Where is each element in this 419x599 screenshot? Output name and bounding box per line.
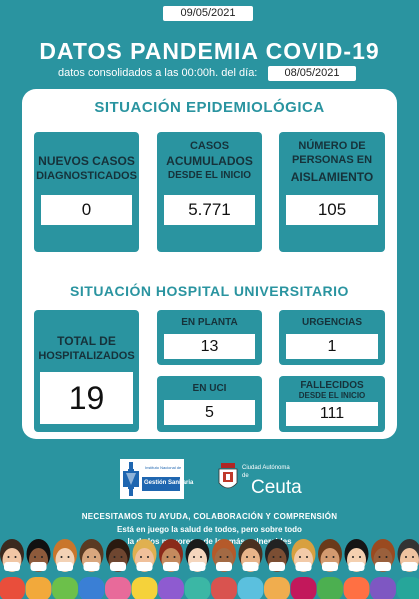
face-mask-icon: [83, 562, 100, 571]
epidemiological-section-title: SITUACIÓN EPIDEMIOLÓGICA: [94, 99, 325, 116]
people-with-masks-illustration: [0, 539, 419, 599]
ingesa-logo: Instituto Nacional de Gestión Sanitaria: [120, 459, 193, 499]
new-cases-label-1: NUEVOS CASOS: [38, 154, 135, 168]
ward-card: EN PLANTA 13: [157, 310, 262, 365]
person-figure: [52, 539, 78, 599]
face-mask-icon: [375, 562, 391, 571]
face-mask-icon: [216, 562, 232, 571]
new-cases-card: NUEVOS CASOS DIAGNOSTICADOS 0: [34, 132, 139, 252]
icu-value: 5: [164, 400, 255, 425]
accumulated-label-2: ACUMULADOS: [166, 154, 253, 168]
person-figure: [158, 539, 184, 599]
consolidated-date: 08/05/2021: [268, 66, 356, 81]
total-hospitalized-label-2: HOSPITALIZADOS: [38, 350, 135, 362]
person-figure: [317, 539, 343, 599]
isolation-card: NÚMERO DE PERSONAS EN AISLAMIENTO 105: [279, 132, 385, 252]
deceased-label-2: DESDE EL INICIO: [298, 391, 366, 400]
person-figure: [131, 539, 158, 599]
person-figure: [264, 539, 290, 599]
person-figure: [105, 539, 131, 599]
page-title: DATOS PANDEMIA COVID-19: [39, 38, 380, 64]
new-cases-value: 0: [41, 195, 132, 225]
emergency-label: URGENCIAS: [301, 317, 362, 328]
face-mask-icon: [295, 562, 312, 571]
person-figure: [211, 539, 237, 599]
consolidation-note: datos consolidados a las 00:00h. del día…: [58, 67, 258, 79]
face-mask-icon: [269, 562, 285, 571]
ward-value: 13: [164, 334, 255, 359]
isolation-label-3: AISLAMIENTO: [290, 170, 374, 184]
face-mask-icon: [401, 562, 418, 571]
face-mask-icon: [322, 562, 338, 571]
person-figure: [0, 539, 25, 599]
icu-label: EN UCI: [192, 383, 227, 394]
isolation-label-2: PERSONAS EN: [291, 154, 373, 166]
total-hospitalized-card: TOTAL DE HOSPITALIZADOS 19: [34, 310, 139, 432]
footer-line-3: la de los mayores y de los más vulnerabl…: [127, 537, 292, 546]
person-figure: [396, 539, 419, 599]
person-figure: [343, 539, 370, 599]
person-figure: [237, 539, 264, 599]
face-mask-icon: [242, 562, 259, 571]
isolation-label-1: NÚMERO DE: [298, 140, 366, 152]
accumulated-label-3: DESDE EL INICIO: [167, 170, 252, 181]
face-mask-icon: [110, 562, 126, 571]
accumulated-cases-value: 5.771: [164, 195, 255, 225]
isolation-value: 105: [286, 195, 378, 225]
accumulated-cases-card: CASOS ACUMULADOS DESDE EL INICIO 5.771: [157, 132, 262, 252]
total-hospitalized-label-1: TOTAL DE: [57, 334, 116, 348]
person-figure: [78, 539, 105, 599]
deceased-card: FALLECIDOS DESDE EL INICIO 111: [279, 376, 385, 432]
ingesa-name: Gestión Sanitaria: [144, 480, 194, 486]
new-cases-label-2: DIAGNOSTICADOS: [36, 170, 137, 182]
face-mask-icon: [189, 562, 206, 571]
face-mask-icon: [57, 562, 73, 571]
person-figure: [290, 539, 317, 599]
face-mask-icon: [163, 562, 179, 571]
person-figure: [370, 539, 396, 599]
emergency-value: 1: [286, 334, 378, 359]
deceased-label-1: FALLECIDOS: [300, 380, 364, 391]
hospital-section-title: SITUACIÓN HOSPITAL UNIVERSITARIO: [70, 283, 349, 299]
ward-label: EN PLANTA: [181, 317, 238, 328]
logos-area: Instituto Nacional de Gestión Sanitaria …: [0, 455, 419, 505]
ceuta-small-text: Ciudad Autónoma: [242, 465, 290, 471]
face-mask-icon: [348, 562, 365, 571]
person-figure: [25, 539, 52, 599]
report-date: 09/05/2021: [163, 6, 253, 21]
emergency-card: URGENCIAS 1: [279, 310, 385, 365]
face-mask-icon: [136, 562, 153, 571]
ceuta-de: de: [242, 473, 249, 479]
accumulated-label-1: CASOS: [189, 140, 230, 152]
ingesa-cross-icon: [120, 459, 184, 499]
ceuta-logo: Ciudad Autónoma de Ceuta: [217, 461, 337, 501]
ceuta-name: Ceuta: [251, 477, 302, 498]
face-mask-icon: [30, 562, 47, 571]
deceased-value: 111: [286, 402, 378, 426]
ingesa-small-text: Instituto Nacional de: [145, 465, 182, 470]
ceuta-coat-of-arms-icon: [218, 463, 238, 489]
footer-line-2: Está en juego la salud de todos, pero so…: [117, 525, 302, 534]
total-hospitalized-value: 19: [40, 372, 133, 424]
face-mask-icon: [4, 562, 20, 571]
person-figure: [184, 539, 211, 599]
footer-headline: NECESITAMOS TU AYUDA, COLABORACIÓN Y COM…: [81, 512, 338, 521]
stats-panel: SITUACIÓN EPIDEMIOLÓGICA NUEVOS CASOS DI…: [22, 89, 397, 439]
icu-card: EN UCI 5: [157, 376, 262, 432]
